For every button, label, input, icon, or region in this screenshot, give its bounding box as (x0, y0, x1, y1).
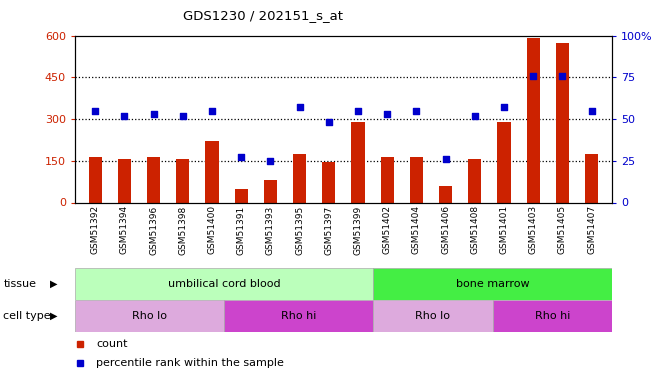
Bar (556, 43, 569, 203)
Bar (89, 157, 102, 203)
Point (324, 119, 334, 125)
Bar (352, 122, 365, 202)
Bar (147, 158, 160, 203)
Text: Rho hi: Rho hi (534, 311, 570, 321)
Text: ▶: ▶ (50, 279, 58, 289)
Point (236, 154, 247, 160)
Text: tissue: tissue (3, 279, 36, 289)
Bar (373, 268, 612, 300)
Bar (234, 189, 248, 202)
Text: count: count (96, 339, 128, 349)
Point (353, 108, 363, 114)
Point (557, 73, 568, 79)
Bar (497, 122, 510, 202)
Point (265, 158, 275, 164)
Bar (373, 300, 493, 332)
Bar (439, 186, 452, 202)
Bar (585, 154, 598, 203)
Bar (381, 158, 394, 203)
Text: GDS1230 / 202151_s_at: GDS1230 / 202151_s_at (183, 9, 343, 22)
Point (90, 108, 100, 114)
Point (148, 111, 159, 117)
Text: percentile rank within the sample: percentile rank within the sample (96, 358, 284, 368)
Point (207, 108, 217, 114)
Point (294, 104, 305, 110)
Bar (118, 159, 131, 202)
Bar (176, 159, 189, 202)
Point (528, 73, 538, 79)
Bar (206, 141, 219, 202)
Text: cell type: cell type (3, 311, 51, 321)
Bar (410, 158, 423, 203)
Bar (75, 268, 373, 300)
Bar (293, 154, 306, 203)
Text: umbilical cord blood: umbilical cord blood (168, 279, 281, 289)
Point (499, 104, 509, 110)
Text: bone marrow: bone marrow (456, 279, 529, 289)
Bar (527, 38, 540, 203)
Text: Rho lo: Rho lo (132, 311, 167, 321)
Point (587, 108, 597, 114)
Point (440, 156, 450, 162)
Point (411, 108, 422, 114)
Bar (264, 180, 277, 203)
Text: Rho lo: Rho lo (415, 311, 450, 321)
Bar (224, 300, 373, 332)
Point (382, 111, 393, 117)
Text: Rho hi: Rho hi (281, 311, 316, 321)
Point (469, 113, 480, 119)
Text: ▶: ▶ (50, 311, 58, 321)
Point (178, 113, 188, 119)
Point (119, 113, 130, 119)
Bar (75, 300, 224, 332)
Bar (468, 159, 481, 202)
Bar (493, 300, 612, 332)
Bar (322, 162, 335, 202)
